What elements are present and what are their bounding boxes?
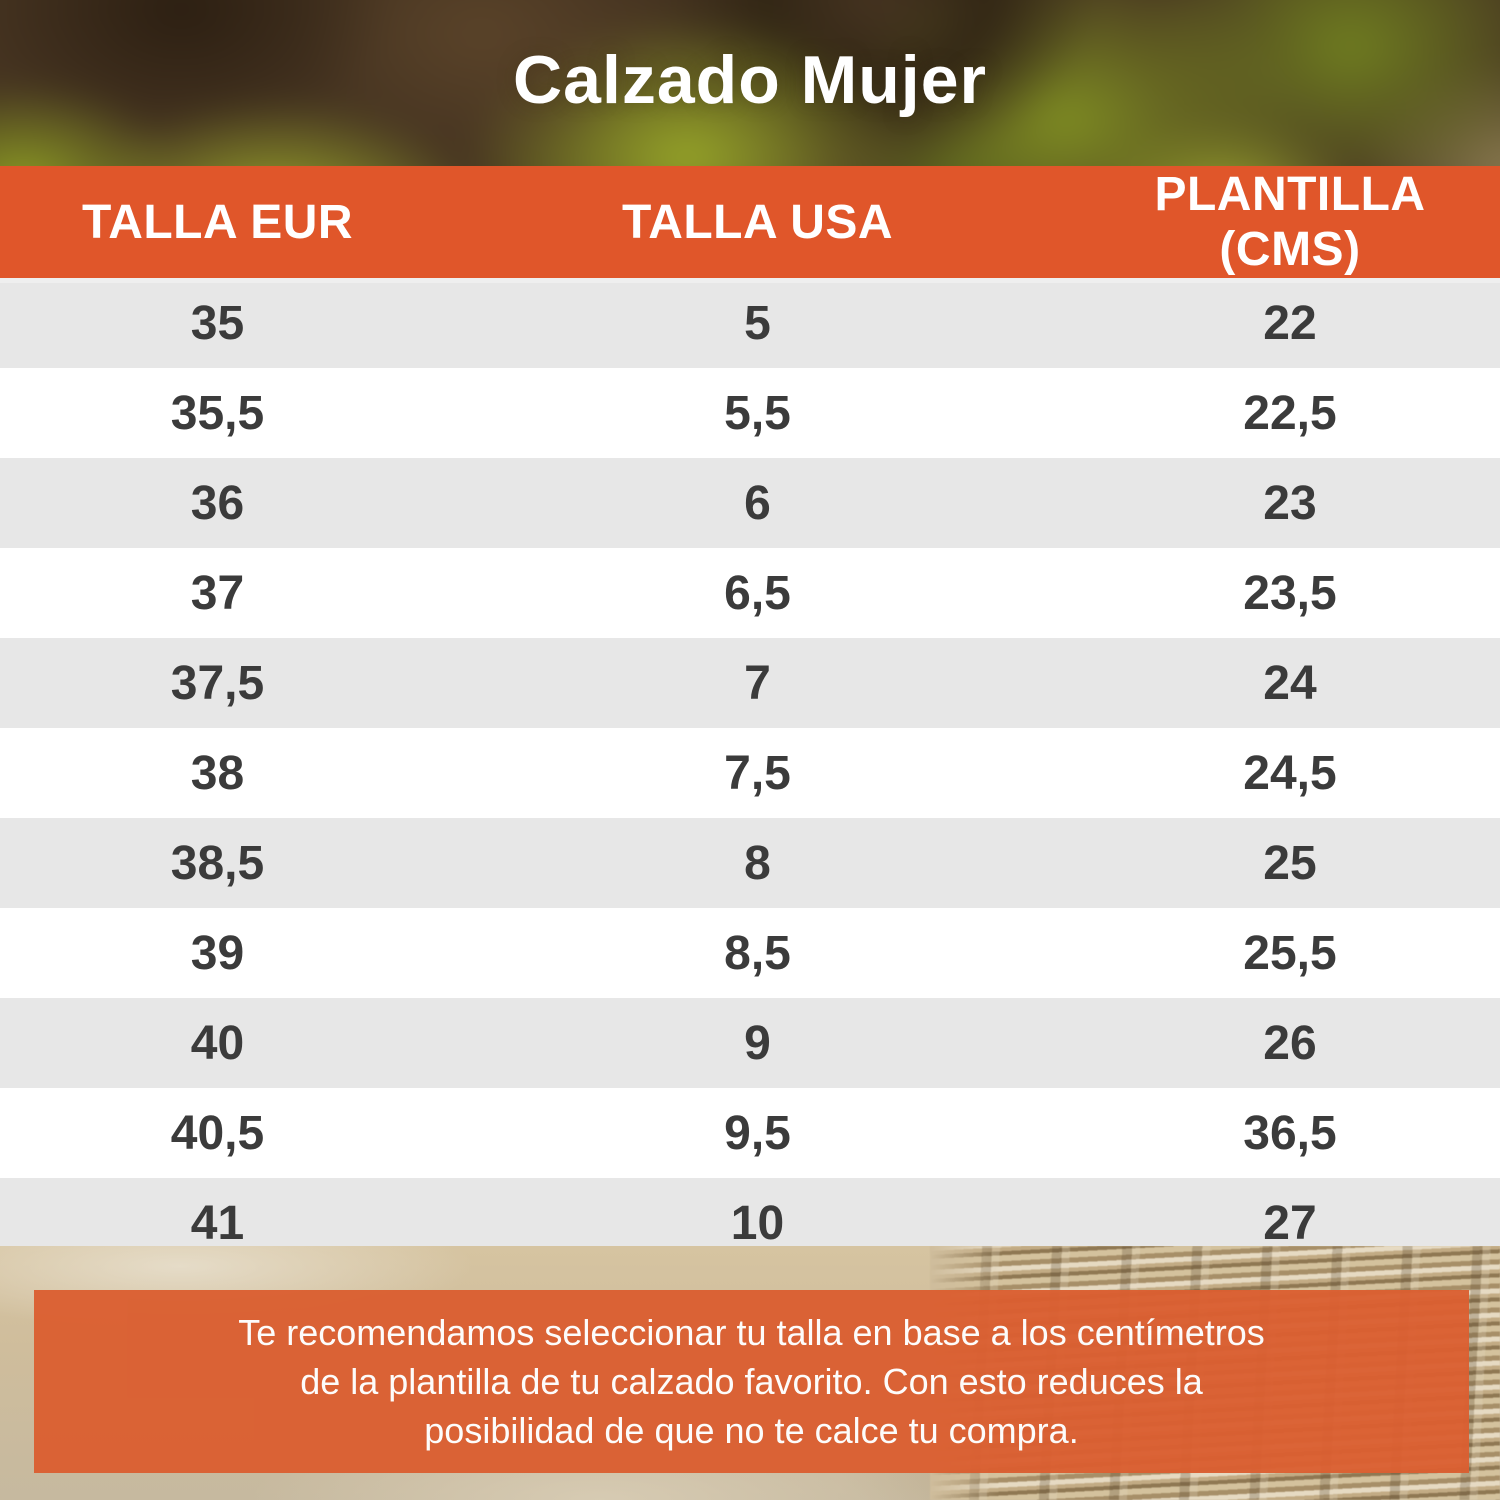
- cell-plantilla: 36,5: [1080, 1088, 1500, 1178]
- cell-talla-eur: 36: [0, 458, 435, 548]
- cell-talla-usa: 8: [435, 818, 1080, 908]
- table-header-row: TALLA EUR TALLA USA PLANTILLA (CMS): [0, 166, 1500, 278]
- cell-talla-eur: 39: [0, 908, 435, 998]
- cell-plantilla: 22,5: [1080, 368, 1500, 458]
- note-line-1: Te recomendamos seleccionar tu talla en …: [238, 1312, 1265, 1353]
- note-line-2: de la plantilla de tu calzado favorito. …: [300, 1361, 1203, 1402]
- cell-talla-usa: 9: [435, 998, 1080, 1088]
- cell-talla-usa: 5: [435, 278, 1080, 368]
- cell-talla-eur: 40,5: [0, 1088, 435, 1178]
- nature-photo-background: [0, 0, 1500, 166]
- column-header-plantilla-cms: PLANTILLA (CMS): [1080, 166, 1500, 278]
- cell-talla-eur: 40: [0, 998, 435, 1088]
- column-header-talla-usa: TALLA USA: [435, 166, 1080, 278]
- cell-plantilla: 25,5: [1080, 908, 1500, 998]
- note-line-3: posibilidad de que no te calce tu compra…: [424, 1410, 1079, 1451]
- cell-talla-usa: 7: [435, 638, 1080, 728]
- cell-plantilla: 23: [1080, 458, 1500, 548]
- cell-talla-eur: 35: [0, 278, 435, 368]
- cell-talla-usa: 7,5: [435, 728, 1080, 818]
- cell-talla-usa: 6,5: [435, 548, 1080, 638]
- blurred-foliage: [0, 0, 1500, 166]
- cell-talla-usa: 6: [435, 458, 1080, 548]
- cell-talla-eur: 37,5: [0, 638, 435, 728]
- cell-plantilla: 23,5: [1080, 548, 1500, 638]
- cell-plantilla: 24,5: [1080, 728, 1500, 818]
- table-row: 37 6,5 23,5: [0, 548, 1500, 638]
- cell-talla-usa: 5,5: [435, 368, 1080, 458]
- cell-talla-eur: 38,5: [0, 818, 435, 908]
- table-row: 35 5 22: [0, 278, 1500, 368]
- table-row: 40,5 9,5 36,5: [0, 1088, 1500, 1178]
- size-table: TALLA EUR TALLA USA PLANTILLA (CMS) 35 5…: [0, 166, 1500, 1268]
- cell-plantilla: 24: [1080, 638, 1500, 728]
- cell-talla-eur: 37: [0, 548, 435, 638]
- column-header-talla-eur: TALLA EUR: [0, 166, 435, 278]
- cell-talla-eur: 35,5: [0, 368, 435, 458]
- cell-talla-usa: 8,5: [435, 908, 1080, 998]
- table-row: 39 8,5 25,5: [0, 908, 1500, 998]
- cell-plantilla: 26: [1080, 998, 1500, 1088]
- table-row: 37,5 7 24: [0, 638, 1500, 728]
- recommendation-note: Te recomendamos seleccionar tu talla en …: [34, 1290, 1469, 1473]
- cell-talla-eur: 38: [0, 728, 435, 818]
- cell-talla-usa: 9,5: [435, 1088, 1080, 1178]
- table-row: 38,5 8 25: [0, 818, 1500, 908]
- table-row: 40 9 26: [0, 998, 1500, 1088]
- cell-plantilla: 22: [1080, 278, 1500, 368]
- page-title: Calzado Mujer: [513, 42, 987, 118]
- table-row: 38 7,5 24,5: [0, 728, 1500, 818]
- table-row: 36 6 23: [0, 458, 1500, 548]
- cell-plantilla: 25: [1080, 818, 1500, 908]
- table-row: 35,5 5,5 22,5: [0, 368, 1500, 458]
